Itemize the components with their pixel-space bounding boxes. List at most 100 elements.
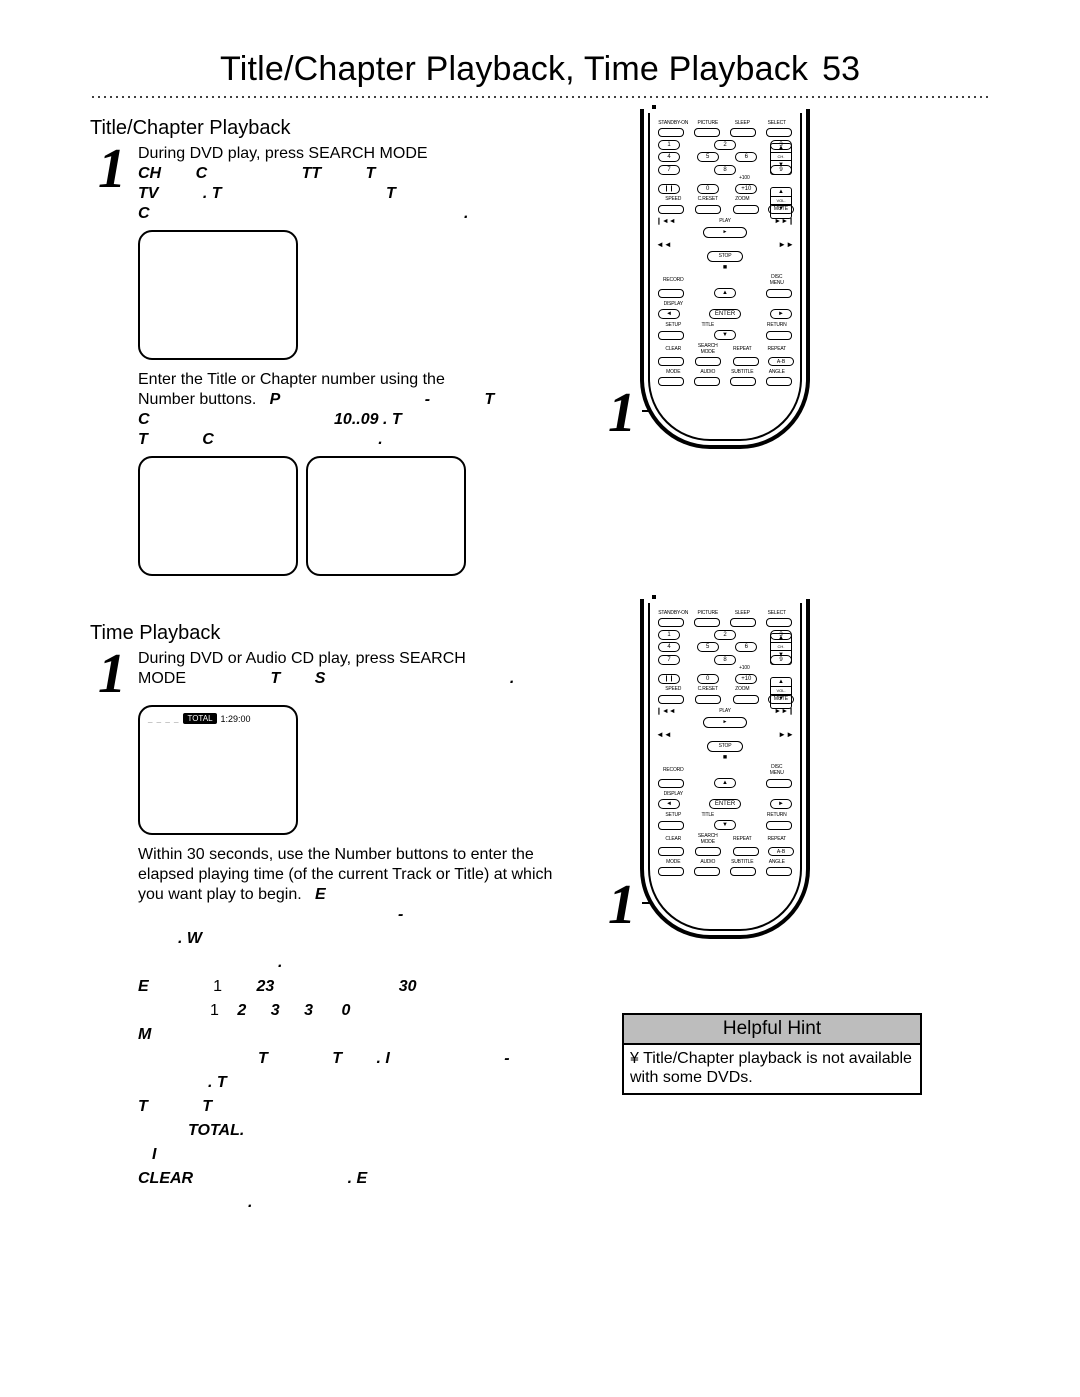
instruction-text: Within 30 seconds, use the Number button… — [138, 845, 560, 925]
remote-button — [694, 377, 720, 386]
num-button: 7 — [658, 655, 680, 665]
num-button: 7 — [658, 165, 680, 175]
ffwd-icon: ►► — [778, 240, 794, 249]
ch-rocker: ▲CH.▼ — [770, 143, 792, 175]
remote-button — [695, 847, 721, 856]
remote-button — [766, 128, 792, 137]
section-time-playback: Time Playback — [90, 622, 560, 645]
down-button: ▼ — [714, 330, 736, 340]
num-button: 0 — [697, 184, 719, 194]
num-button: 6 — [735, 152, 757, 162]
remote-button — [766, 618, 792, 627]
remote-inner: STANDBY-ON PICTURE SLEEP SELECT 1 2 3 ▲C… — [648, 113, 802, 441]
left-button: ◄ — [658, 309, 680, 319]
remote-outline: STANDBY-ON PICTURE SLEEP SELECT 1 2 3 ▲C… — [640, 109, 810, 449]
fragment-line: I — [138, 1145, 560, 1165]
vol-rocker: ▲VOL.▼ — [770, 677, 792, 709]
play-button: ► — [703, 227, 747, 238]
fragment-line: TOTAL. — [138, 1121, 560, 1141]
helpful-hint-box: Helpful Hint Title/Chapter playback is n… — [622, 1013, 922, 1095]
stop-button: STOP — [707, 741, 743, 752]
play-button: ► — [703, 717, 747, 728]
helpful-hint-body: Title/Chapter playback is not available … — [624, 1045, 920, 1093]
step-text: During DVD play, press SEARCH MODE — [138, 144, 468, 164]
remote-button — [658, 377, 684, 386]
screen-overlay: _ _ _ _ TOTAL 1:29:00 — [148, 713, 288, 724]
remote-button — [658, 331, 684, 340]
remote-button — [694, 867, 720, 876]
fragment-line: E 1 23 30 — [138, 977, 560, 997]
step-1-title-chapter: 1 During DVD play, press SEARCH MODE CH … — [90, 144, 560, 224]
vol-rocker: ▲VOL.▼ — [770, 187, 792, 219]
num-button: 4 — [658, 152, 680, 162]
instruction-text: Enter the Title or Chapter number using … — [138, 370, 560, 450]
remote-button — [730, 377, 756, 386]
manual-page: Title/Chapter Playback, Time Playback 53… — [0, 0, 1080, 1397]
remote-button — [658, 695, 684, 704]
step-text-fragment: C . — [138, 204, 468, 224]
callout-number: 1 — [608, 385, 636, 441]
remote-button — [766, 867, 792, 876]
remote-button — [658, 618, 684, 627]
num-button: 4 — [658, 642, 680, 652]
remote-button — [658, 357, 684, 366]
step-number: 1 — [90, 649, 134, 699]
remote-inner: STANDBY-ONPICTURESLEEPSELECT 123▲CH.▼ 45… — [648, 603, 802, 931]
remote-button — [695, 205, 721, 214]
plus10-button: +10 — [735, 184, 757, 194]
remote-diagram: STANDBY-ONPICTURESLEEPSELECT 123▲CH.▼ 45… — [640, 599, 810, 939]
ch-rocker: ▲CH.▼ — [770, 633, 792, 665]
fragment-line: . T — [138, 1073, 560, 1093]
fragment-line: M — [138, 1025, 560, 1045]
screen-box: _ _ _ _ TOTAL 1:29:00 — [138, 705, 298, 835]
fragment-line: 1 2 3 3 0 — [138, 1001, 560, 1021]
remote-button — [766, 331, 792, 340]
remote-button — [658, 779, 684, 788]
pause-button: ❙❙ — [658, 674, 680, 684]
remote-button — [658, 289, 684, 298]
tv-screen-diagram — [138, 230, 560, 360]
tv-screen-diagram: _ _ _ _ TOTAL 1:29:00 — [138, 705, 560, 835]
rew-icon: ◄◄ — [656, 240, 672, 249]
remote-button — [695, 357, 721, 366]
transport-block: ❙◄◄ PLAY ►►❙ ► ◄◄ ►► STOP ■ — [656, 217, 794, 271]
callout-number: 1 — [608, 877, 636, 933]
remote-button — [695, 695, 721, 704]
screen-box — [138, 230, 298, 360]
left-button: ◄ — [658, 799, 680, 809]
remote-button — [694, 618, 720, 627]
step-number: 1 — [90, 144, 134, 224]
page-title: Title/Chapter Playback, Time Playback — [220, 50, 808, 89]
remote-button — [658, 205, 684, 214]
num-button: 1 — [658, 140, 680, 150]
remote-button — [658, 847, 684, 856]
step-body: During DVD play, press SEARCH MODE CH C … — [138, 144, 468, 224]
step-1-time: 1 During DVD or Audio CD play, press SEA… — [90, 649, 560, 699]
remote-button — [658, 867, 684, 876]
page-header: Title/Chapter Playback, Time Playback 53 — [90, 50, 990, 89]
num-button: 1 — [658, 630, 680, 640]
fragment-line: T T — [138, 1097, 560, 1117]
pause-button: ❙❙ — [658, 184, 680, 194]
tv-screen-pair — [138, 450, 560, 586]
right-button: ► — [770, 309, 792, 319]
page-number: 53 — [822, 50, 860, 89]
num-button: 5 — [697, 642, 719, 652]
step-text-fragment: MODE T S . — [138, 669, 514, 689]
screen-dashes: _ _ _ _ — [148, 714, 179, 723]
enter-button: ENTER — [709, 799, 741, 809]
num-button: 8 — [714, 655, 736, 665]
section-title-chapter: Title/Chapter Playback — [90, 117, 560, 140]
step-body: During DVD or Audio CD play, press SEARC… — [138, 649, 514, 699]
remote-button — [730, 128, 756, 137]
step-text-fragment: TV . T T — [138, 184, 468, 204]
fragment-line: T T . I - — [138, 1049, 560, 1069]
num-button: 6 — [735, 642, 757, 652]
label-row: STANDBY-ON PICTURE SLEEP SELECT — [656, 120, 794, 126]
step-text: During DVD or Audio CD play, press SEARC… — [138, 649, 514, 669]
transport-block: ❙◄◄PLAY►►❙ ► ◄◄►► STOP ■ — [656, 707, 794, 761]
remote-button — [766, 289, 792, 298]
screen-box — [306, 456, 466, 576]
remote-button — [730, 867, 756, 876]
fragment-line: . — [138, 953, 560, 973]
